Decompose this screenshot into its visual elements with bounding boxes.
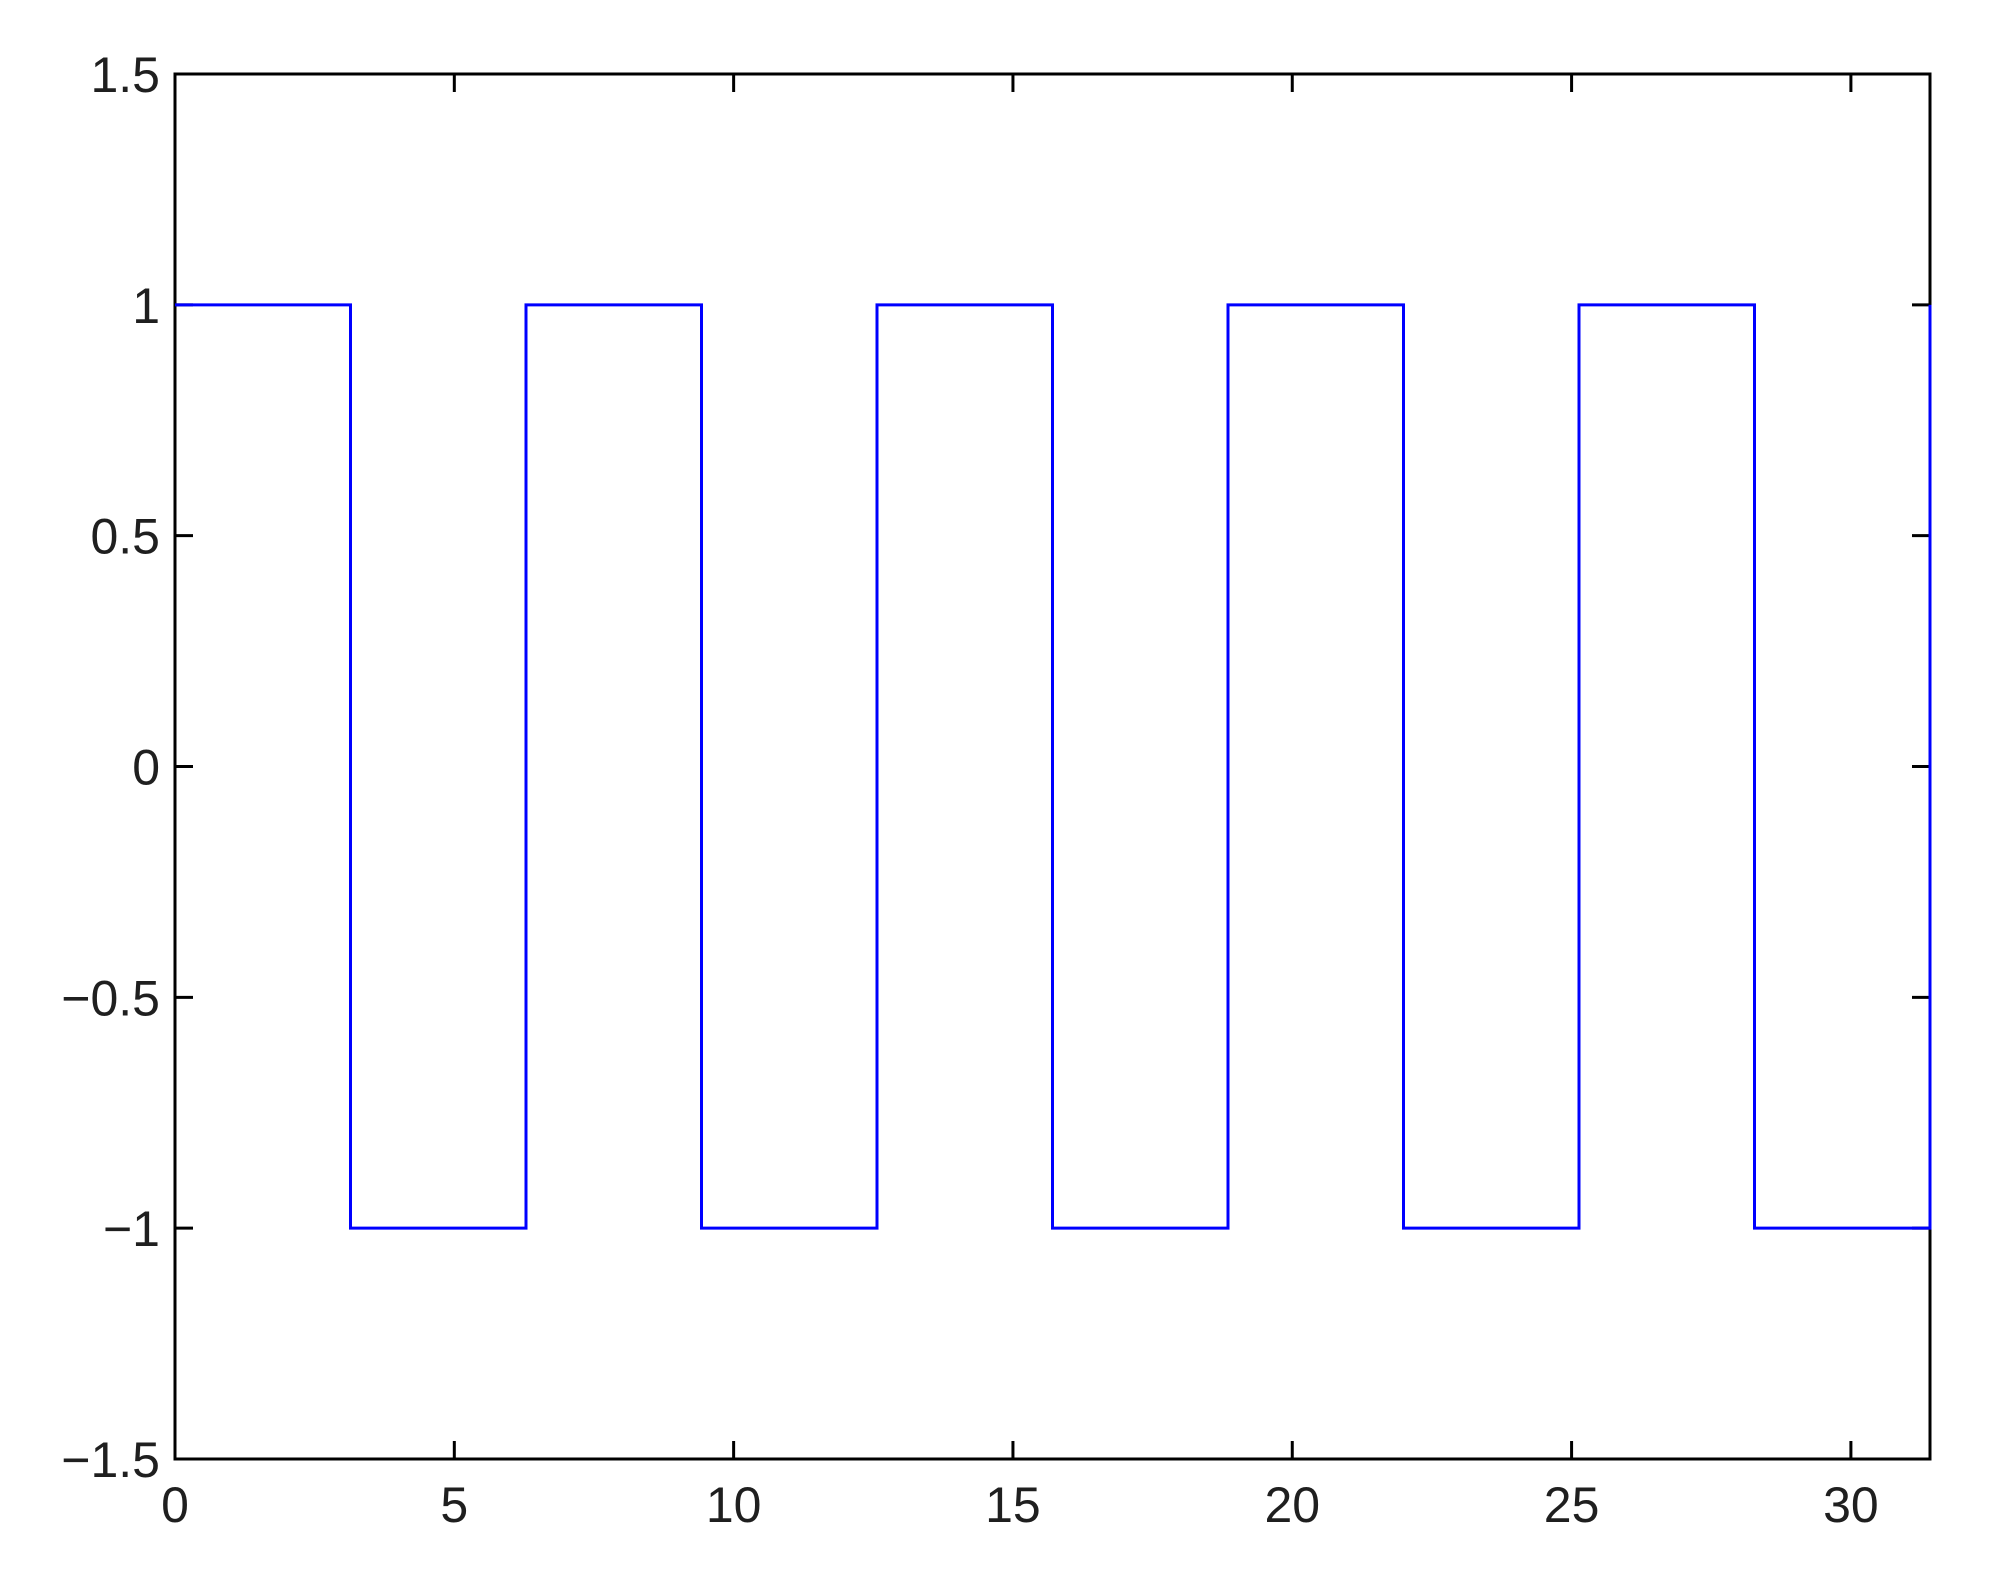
x-tick-label: 15 bbox=[985, 1477, 1041, 1533]
y-tick-label: −0.5 bbox=[61, 970, 160, 1026]
x-tick-label: 30 bbox=[1823, 1477, 1879, 1533]
y-tick-label: 1.5 bbox=[90, 47, 160, 103]
x-tick-label: 10 bbox=[706, 1477, 762, 1533]
square-wave-line bbox=[175, 303, 1932, 1230]
x-tick-label: 25 bbox=[1544, 1477, 1600, 1533]
y-tick-label: 0 bbox=[132, 740, 160, 796]
x-tick-label: 5 bbox=[440, 1477, 468, 1533]
x-tick-label: 0 bbox=[161, 1477, 189, 1533]
y-tick-label: −1.5 bbox=[61, 1432, 160, 1488]
y-tick-label: 1 bbox=[132, 278, 160, 334]
y-tick-label: 0.5 bbox=[90, 509, 160, 565]
x-tick-label: 20 bbox=[1264, 1477, 1320, 1533]
y-tick-label: −1 bbox=[103, 1201, 160, 1257]
